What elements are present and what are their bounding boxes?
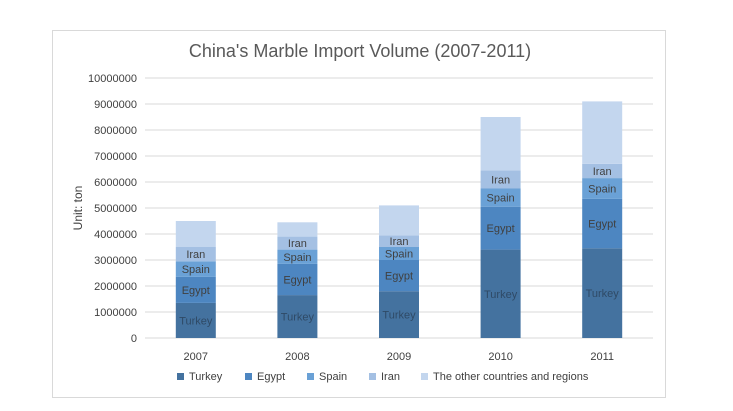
bar-segment xyxy=(582,101,623,164)
bar-segment xyxy=(277,249,318,264)
bar-segment xyxy=(277,295,318,338)
bar-segment xyxy=(379,235,419,247)
y-tick-label: 3000000 xyxy=(94,255,137,267)
y-tick-label: 0 xyxy=(131,333,137,345)
bars xyxy=(175,101,623,338)
x-tick-label: 2009 xyxy=(387,351,411,363)
legend-entry: Turkey xyxy=(189,371,223,383)
segment-label: Egypt xyxy=(283,275,311,287)
bar-segment xyxy=(480,117,521,171)
legend-entry: Spain xyxy=(319,371,347,383)
bar-segment xyxy=(379,247,419,260)
y-tick-label: 1000000 xyxy=(94,307,137,319)
bar-segment xyxy=(480,206,521,250)
y-axis-label: Unit: ton xyxy=(71,186,85,231)
segment-label: Egypt xyxy=(182,285,210,297)
bar-segment xyxy=(379,291,419,338)
segment-label: Iran xyxy=(186,249,205,261)
bar-segment xyxy=(175,276,216,303)
y-tick-labels: 0 1000000 2000000 3000000 4000000 5000000 6000… xyxy=(88,73,137,345)
bar-segment xyxy=(277,222,318,237)
bar-segment xyxy=(277,236,318,250)
x-tick-labels: 2007 2008 2009 2010 2011 xyxy=(184,351,614,363)
y-tick-label: 5000000 xyxy=(94,203,137,215)
chart-frame: China's Marble Import Volume (2007-2011)… xyxy=(52,30,666,398)
bar-segment xyxy=(175,247,216,262)
segment-label: Spain xyxy=(588,184,616,196)
bar-segment xyxy=(480,170,521,189)
segment-label: Iran xyxy=(288,238,307,250)
segment-label: Egypt xyxy=(385,271,413,283)
y-tick-label: 7000000 xyxy=(94,151,137,163)
segment-label: Egypt xyxy=(588,219,616,231)
legend-swatch xyxy=(421,373,428,380)
bar-segment xyxy=(582,248,623,338)
y-tick-label: 10000000 xyxy=(88,73,137,85)
segment-labels: TurkeyEgyptSpainIranTurkeyEgyptSpainIran… xyxy=(179,166,619,328)
segment-label: Egypt xyxy=(487,223,515,235)
segment-label: Turkey xyxy=(382,310,416,322)
segment-label: Turkey xyxy=(281,312,315,324)
bar-segment xyxy=(175,221,216,247)
segment-label: Turkey xyxy=(179,315,213,327)
segment-label: Turkey xyxy=(586,288,620,300)
bar-segment xyxy=(582,178,623,199)
chart-svg: China's Marble Import Volume (2007-2011)… xyxy=(71,41,653,383)
y-tick-label: 6000000 xyxy=(94,177,137,189)
segment-label: Spain xyxy=(487,193,515,205)
chart-title: China's Marble Import Volume (2007-2011) xyxy=(189,41,531,61)
segment-label: Spain xyxy=(182,264,210,276)
bar-segment xyxy=(582,198,623,249)
bar-segment xyxy=(175,261,216,277)
bar-segment xyxy=(480,188,521,207)
x-tick-label: 2011 xyxy=(590,351,614,363)
x-tick-label: 2007 xyxy=(184,351,208,363)
bar-segment xyxy=(480,249,521,338)
segment-label: Turkey xyxy=(484,289,518,301)
bar-segment xyxy=(582,163,623,179)
legend: Turkey Egypt Spain Iran The other countries … xyxy=(177,371,589,383)
segment-label: Spain xyxy=(385,249,413,261)
legend-swatch xyxy=(177,373,184,380)
x-tick-label: 2010 xyxy=(488,351,512,363)
legend-swatch xyxy=(369,373,376,380)
segment-label: Spain xyxy=(283,252,311,264)
segment-label: Iran xyxy=(390,236,409,248)
y-tick-label: 8000000 xyxy=(94,125,137,137)
segment-label: Iran xyxy=(593,166,612,178)
y-tick-label: 9000000 xyxy=(94,99,137,111)
bar-segment xyxy=(379,260,419,292)
bar-segment xyxy=(277,263,318,296)
legend-swatch xyxy=(245,373,252,380)
segment-label: Iran xyxy=(491,174,510,186)
x-tick-label: 2008 xyxy=(285,351,309,363)
legend-swatch xyxy=(307,373,314,380)
legend-entry: Egypt xyxy=(257,371,285,383)
legend-entry: Iran xyxy=(381,371,400,383)
bar-segment xyxy=(379,205,419,236)
y-tick-label: 4000000 xyxy=(94,229,137,241)
y-tick-label: 2000000 xyxy=(94,281,137,293)
legend-entry: The other countries and regions xyxy=(433,371,589,383)
bar-segment xyxy=(175,302,216,338)
